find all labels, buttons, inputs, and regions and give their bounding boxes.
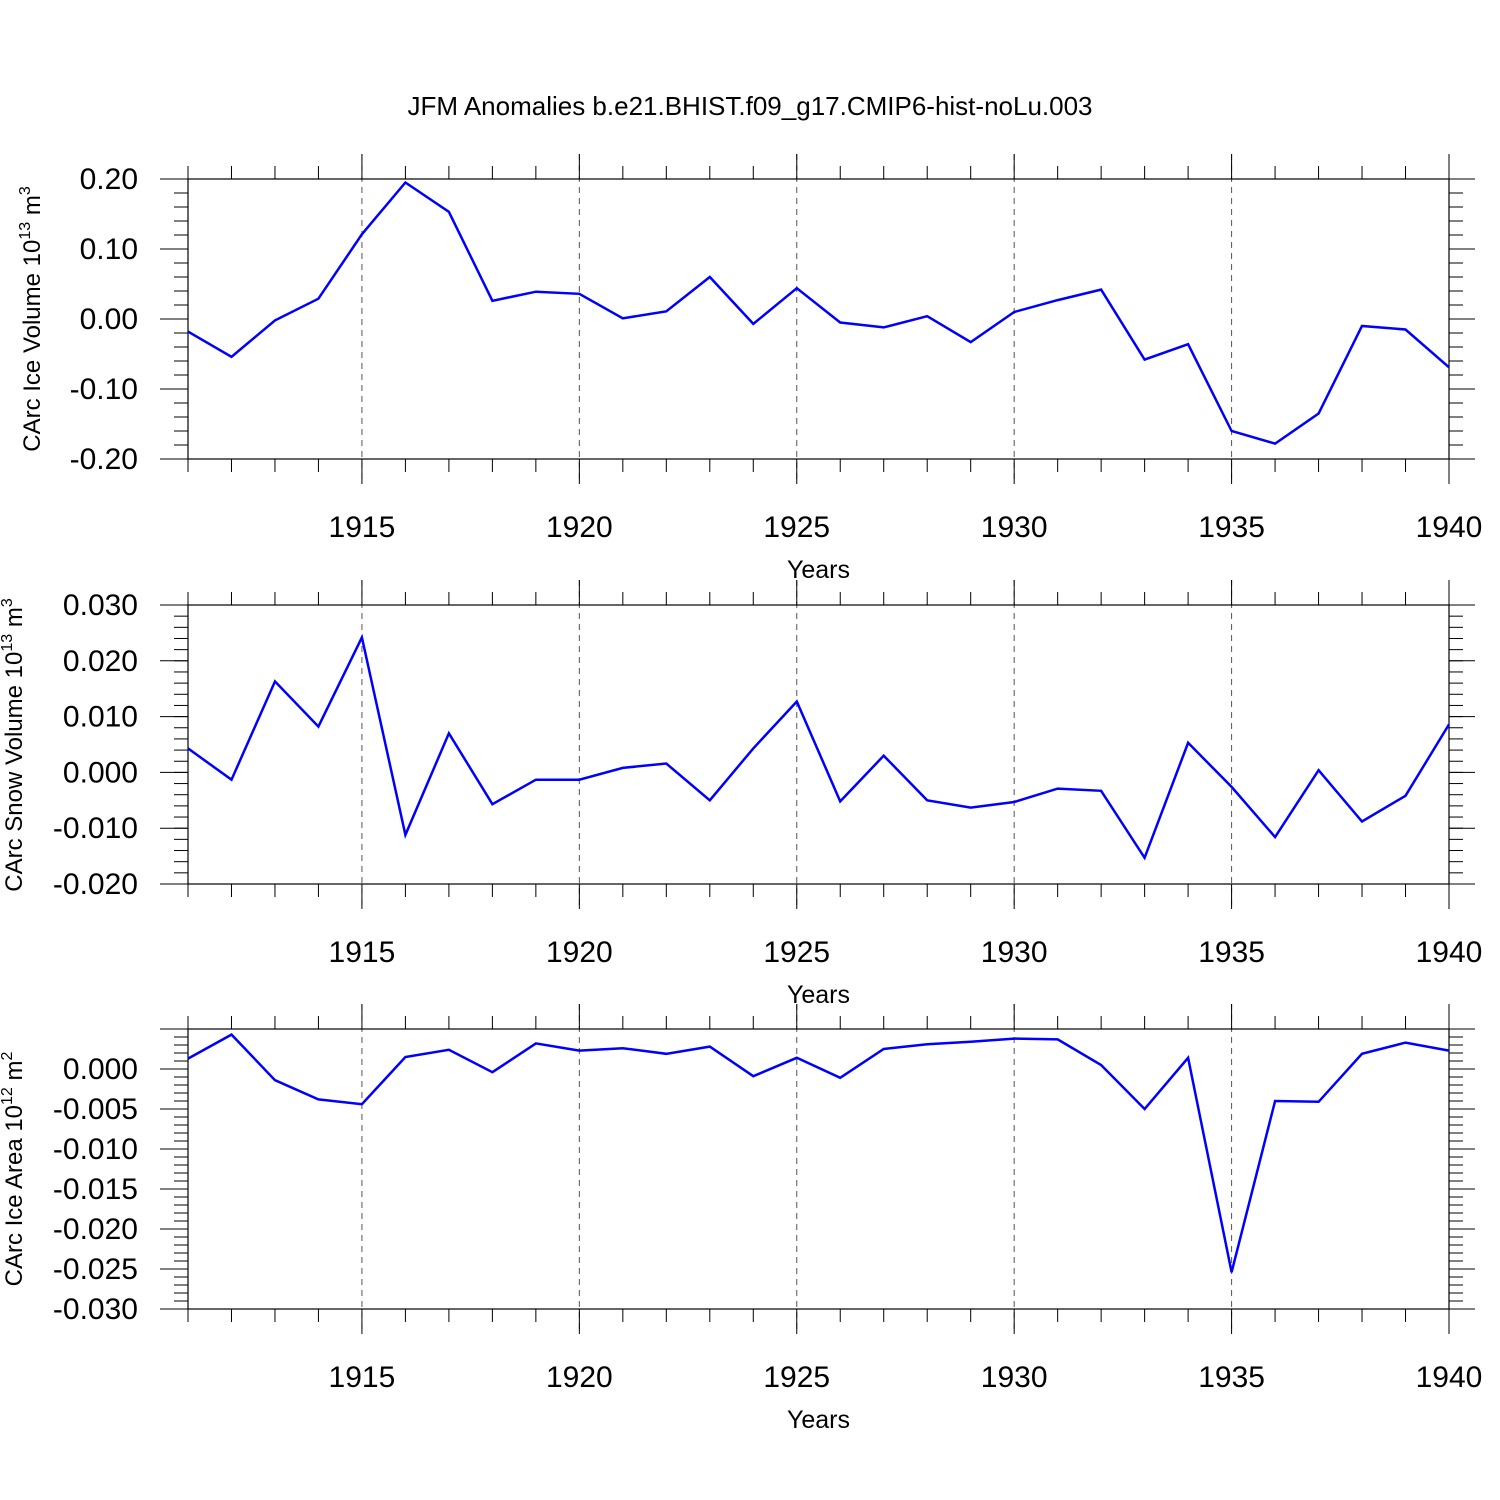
y-tick-label: -0.010 [53,812,138,845]
y-tick-label: -0.010 [53,1133,138,1166]
x-tick-label: 1935 [1198,936,1265,969]
y-tick-label: -0.030 [53,1293,138,1326]
x-tick-label: 1920 [546,511,613,544]
plot-frame [187,178,1450,460]
x-tick-label: 1940 [1416,936,1483,969]
panels: 0.20 0.10 0.00 -0.10 -0.20 1915 1920 1925 1930 19… [0,154,1482,1434]
figure-title: JFM Anomalies b.e21.BHIST.f09_g17.CMIP6-… [407,91,1092,121]
y-tick-label: -0.20 [70,443,138,476]
y-tick-label: 0.10 [80,233,138,266]
y-tick-label: -0.015 [53,1173,138,1206]
x-tick-label: 1930 [981,1361,1048,1394]
panel-2: 0.030 0.020 0.010 0.000 -0.010 -0.020 1915 1920… [0,580,1482,1009]
x-tick-label: 1915 [329,511,396,544]
plot-frame [187,1028,1450,1310]
x-tick-label: 1935 [1198,511,1265,544]
plot-frame [187,604,1450,885]
y-tick-label: 0.000 [63,756,138,789]
y-tick-label: 0.000 [63,1053,138,1086]
x-tick-label: 1915 [329,936,396,969]
y-axis-label: CArc Ice Area 1012 m2 [0,1052,28,1287]
y-tick-label: 0.020 [63,645,138,678]
y-tick-label: 0.00 [80,303,138,336]
x-axis-label: Years [787,981,850,1009]
x-tick-label: 1925 [763,511,830,544]
x-tick-label: 1930 [981,936,1048,969]
x-tick-label: 1940 [1416,1361,1483,1394]
x-tick-label: 1920 [546,936,613,969]
y-tick-label: 0.010 [63,701,138,734]
x-tick-label: 1915 [329,1361,396,1394]
x-tick-label: 1930 [981,511,1048,544]
y-axis-label: CArc Ice Volume 1013 m3 [17,186,46,452]
y-tick-label: -0.020 [53,1213,138,1246]
y-axis-label: CArc Snow Volume 1013 m3 [0,598,28,892]
x-tick-label: 1925 [763,936,830,969]
series-line [187,633,1451,861]
panel-1: 0.20 0.10 0.00 -0.10 -0.20 1915 1920 1925 1930 19… [17,154,1482,584]
series-line [187,180,1450,445]
x-axis-label: Years [787,1406,850,1434]
x-tick-label: 1940 [1416,511,1483,544]
panel-3: 0.000 -0.005 -0.010 -0.015 -0.020 -0.025 -0.03… [0,1004,1482,1434]
x-tick-label: 1925 [763,1361,830,1394]
y-tick-label: -0.025 [53,1253,138,1286]
y-tick-label: -0.005 [53,1093,138,1126]
y-tick-label: 0.030 [63,589,138,622]
series-line [187,1033,1450,1273]
x-tick-label: 1920 [546,1361,613,1394]
x-axis-label: Years [787,556,850,584]
y-tick-label: -0.020 [53,868,138,901]
x-tick-label: 1935 [1198,1361,1265,1394]
y-tick-label: 0.20 [80,163,138,196]
y-tick-label: -0.10 [70,373,138,406]
